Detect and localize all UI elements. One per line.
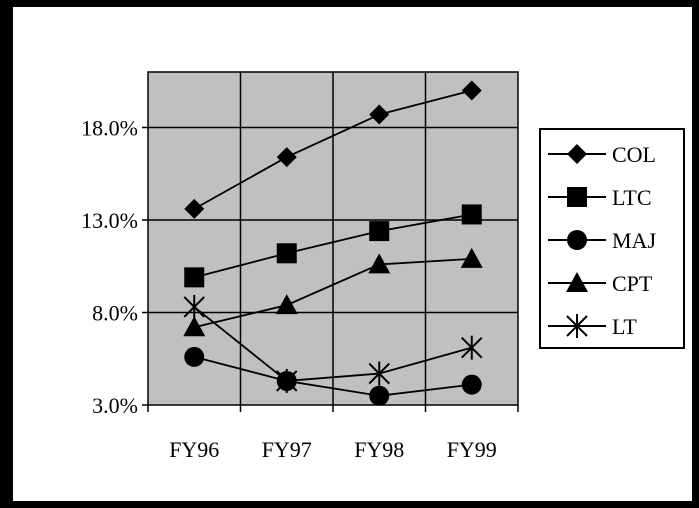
point-col xyxy=(461,80,482,101)
y-tick-label: 3.0% xyxy=(92,393,138,418)
point-cpt xyxy=(275,294,298,315)
legend-box xyxy=(539,128,685,349)
legend: COL LTC MAJ CPT LT xyxy=(539,128,685,349)
point-maj xyxy=(461,374,482,395)
x-tick-label: FY99 xyxy=(447,437,497,462)
series-line-cpt xyxy=(194,257,472,329)
series-line-ltc xyxy=(194,213,472,279)
x-tick-label: FY97 xyxy=(262,437,312,462)
legend-label-ltc: LTC xyxy=(612,185,652,210)
point-col xyxy=(369,104,390,125)
point-lt xyxy=(276,368,298,393)
point-maj xyxy=(184,346,205,367)
series-group xyxy=(183,80,483,406)
point-ltc xyxy=(276,243,297,264)
gridlines xyxy=(148,72,518,405)
point-lt xyxy=(183,294,205,319)
series-line-col xyxy=(193,89,472,210)
point-lt xyxy=(368,361,390,386)
series-line-maj xyxy=(194,356,472,397)
series-line-lt xyxy=(193,306,472,382)
legend-marker-lt xyxy=(566,314,588,338)
legend-marker-col xyxy=(567,144,587,164)
point-cpt xyxy=(368,253,391,274)
x-tick-label: FY98 xyxy=(354,437,404,462)
point-maj xyxy=(369,385,390,406)
point-cpt xyxy=(460,247,483,268)
y-tick-label: 18.0% xyxy=(81,116,138,141)
point-cpt xyxy=(183,316,206,337)
legend-label-maj: MAJ xyxy=(612,228,656,253)
legend-marker-cpt xyxy=(566,272,588,292)
y-tick-label: 13.0% xyxy=(81,208,138,233)
point-lt xyxy=(461,335,483,360)
point-ltc xyxy=(461,204,482,225)
point-ltc xyxy=(369,221,390,242)
point-col xyxy=(184,198,205,219)
y-tick-label: 8.0% xyxy=(92,301,138,326)
legend-label-cpt: CPT xyxy=(612,271,653,296)
axes: 3.0% 8.0% 13.0% 18.0% FY96 FY97 FY98 FY99 xyxy=(81,116,519,462)
legend-marker-ltc xyxy=(567,187,587,207)
legend-label-col: COL xyxy=(612,142,656,167)
legend-label-lt: LT xyxy=(612,314,637,339)
point-ltc xyxy=(184,267,205,288)
legend-marker-maj xyxy=(567,230,587,250)
point-col xyxy=(276,147,297,168)
x-tick-label: FY96 xyxy=(169,437,219,462)
